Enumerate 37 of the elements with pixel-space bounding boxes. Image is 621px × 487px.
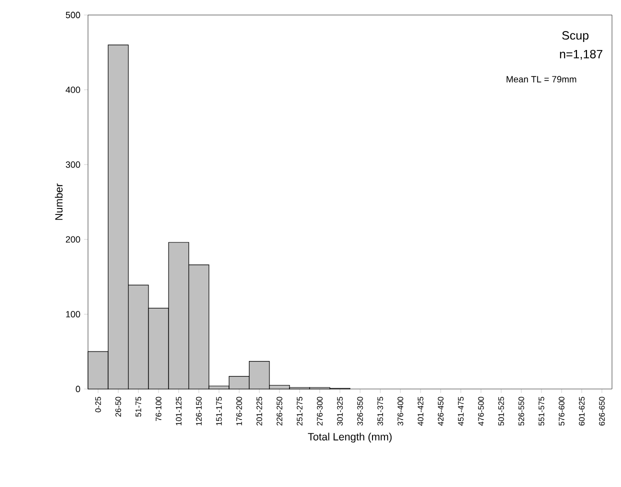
x-tick-label: 501-525 xyxy=(498,396,504,426)
x-tick-label: 226-250 xyxy=(276,396,282,426)
x-tick-label: 401-425 xyxy=(418,396,424,426)
x-tick-label: 176-200 xyxy=(236,396,242,426)
x-tick-label: 376-400 xyxy=(398,396,404,426)
x-tick-label: 326-350 xyxy=(357,396,363,426)
x-tick-label: 426-450 xyxy=(438,396,444,426)
annotation: Mean TL = 79mm xyxy=(506,76,576,82)
x-tick-label: 151-175 xyxy=(216,396,222,426)
x-tick-label: 301-325 xyxy=(337,396,343,426)
annotation: Scup xyxy=(562,31,588,42)
y-tick-label: 500 xyxy=(66,12,80,18)
x-tick-label: 0-25 xyxy=(95,396,101,412)
y-tick-label: 300 xyxy=(66,161,80,168)
x-tick-label: 276-300 xyxy=(316,396,323,426)
x-tick-label: 626-650 xyxy=(599,396,605,426)
y-tick-label: 200 xyxy=(66,236,80,243)
x-tick-label: 601-625 xyxy=(578,396,585,426)
x-tick-label: 551-575 xyxy=(538,396,544,426)
x-axis-title: Total Length (mm) xyxy=(308,432,392,443)
x-tick-label: 476-500 xyxy=(478,396,484,426)
y-tick-label: 400 xyxy=(66,86,80,93)
x-tick-label: 101-125 xyxy=(176,396,182,426)
y-tick-label: 100 xyxy=(66,311,80,318)
x-tick-label: 76-100 xyxy=(156,396,162,422)
x-tick-label: 451-475 xyxy=(458,396,464,426)
x-tick-label: 126-150 xyxy=(196,396,202,426)
x-tick-label: 526-550 xyxy=(518,396,524,426)
x-tick-label: 576-600 xyxy=(558,396,564,426)
x-tick-label: 351-375 xyxy=(377,396,384,426)
x-tick-label: 51-75 xyxy=(136,396,142,417)
y-tick-label: 0 xyxy=(76,386,80,392)
annotation: n=1,187 xyxy=(560,50,602,60)
x-tick-label: 26-50 xyxy=(115,396,122,417)
x-tick-label: 251-275 xyxy=(296,396,302,426)
y-axis-title: Number xyxy=(54,184,63,220)
x-tick-label: 201-225 xyxy=(256,396,262,426)
